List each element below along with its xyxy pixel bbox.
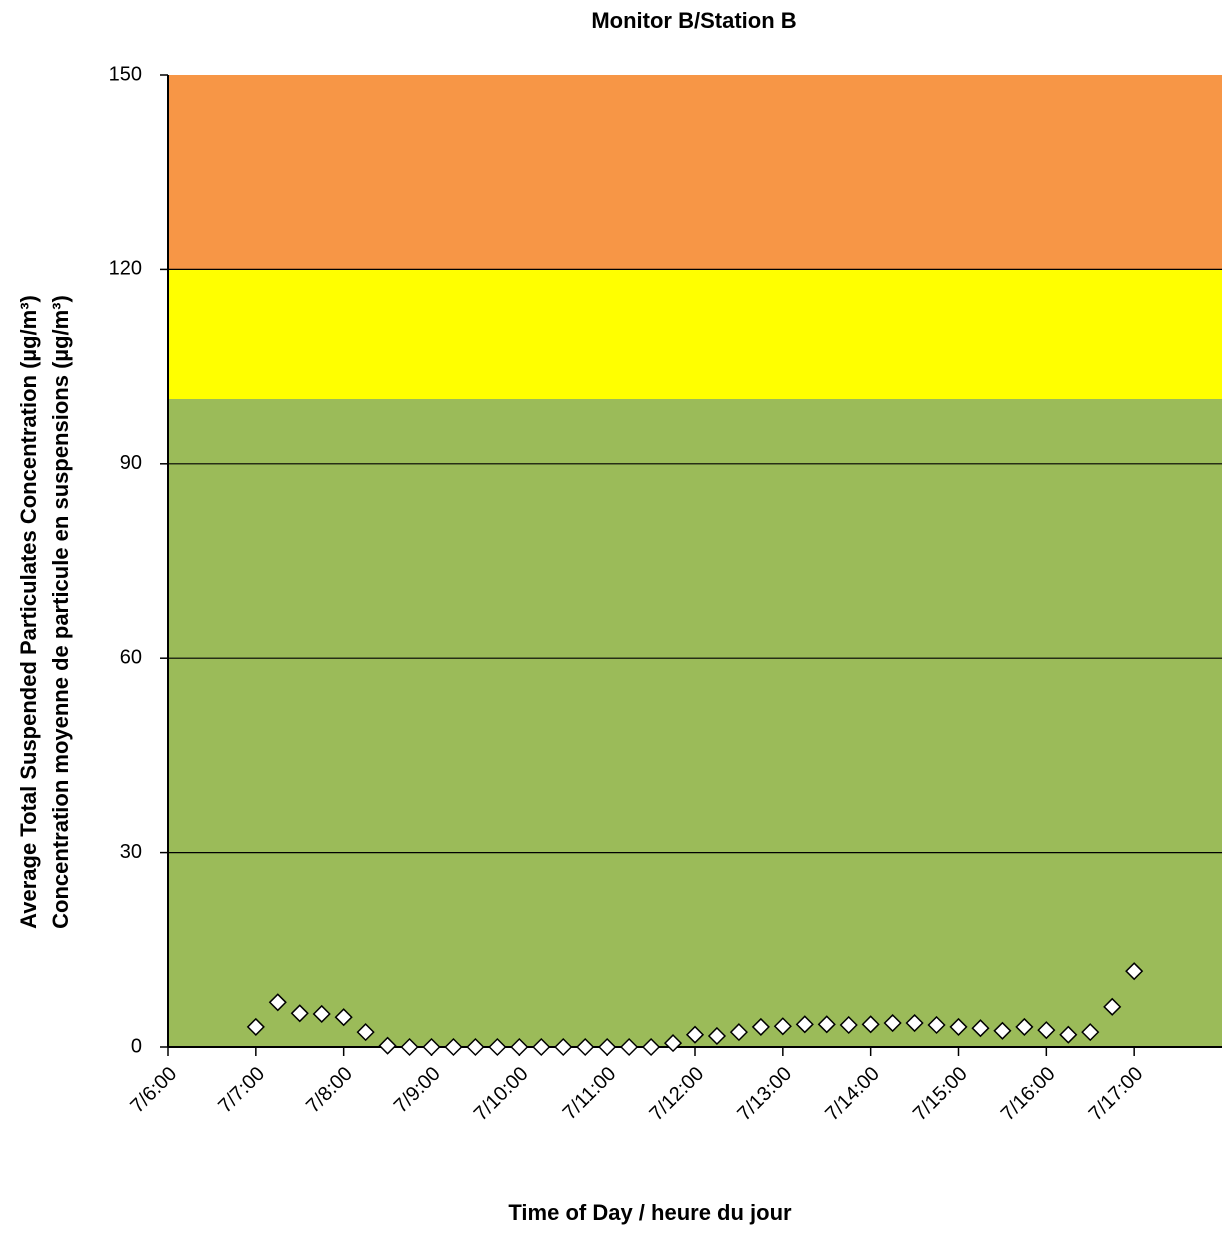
data-point — [1103, 997, 1122, 1016]
data-point — [312, 1004, 331, 1024]
data-point — [246, 1017, 265, 1036]
data-point — [1037, 1021, 1056, 1040]
data-point — [861, 1015, 880, 1034]
data-point — [971, 1019, 990, 1038]
data-point — [729, 1023, 748, 1042]
data-point — [444, 1037, 463, 1057]
data-point — [1059, 1025, 1078, 1044]
data-point — [510, 1037, 529, 1057]
data-point — [532, 1037, 551, 1057]
x-tick-label: 7/7:00 — [214, 1063, 269, 1118]
data-point — [378, 1036, 397, 1055]
y-tick-label: 0 — [131, 1035, 142, 1057]
data-point — [466, 1037, 485, 1057]
x-tick-label: 7/13:00 — [733, 1063, 796, 1126]
data-point — [268, 993, 287, 1012]
data-point — [795, 1015, 814, 1034]
data-point — [773, 1017, 792, 1036]
x-tick-label: 7/9:00 — [390, 1063, 445, 1118]
data-point — [663, 1034, 683, 1053]
x-tick-label: 7/15:00 — [909, 1063, 972, 1126]
data-point — [334, 1008, 353, 1027]
data-point — [685, 1025, 705, 1044]
x-tick-label: 7/8:00 — [302, 1063, 357, 1118]
data-point — [598, 1037, 617, 1057]
data-point — [554, 1037, 573, 1057]
data-point — [576, 1037, 595, 1057]
data-point — [1015, 1017, 1034, 1036]
data-point — [422, 1037, 441, 1057]
data-point — [642, 1037, 661, 1057]
threshold-band — [168, 269, 1222, 399]
y-axis-title: Concentration moyenne de particule en su… — [48, 295, 73, 929]
data-point — [883, 1013, 902, 1033]
data-point — [839, 1015, 858, 1035]
threshold-band — [168, 399, 1222, 1047]
y-tick-label: 90 — [120, 452, 142, 474]
y-tick-label: 30 — [120, 841, 142, 863]
x-tick-label: 7/14:00 — [821, 1063, 884, 1126]
data-point — [993, 1021, 1012, 1040]
x-tick-label: 7/17:00 — [1085, 1063, 1148, 1126]
data-point — [356, 1023, 375, 1042]
data-point — [707, 1026, 727, 1046]
data-point — [620, 1037, 639, 1057]
x-tick-label: 7/16:00 — [997, 1063, 1060, 1126]
data-point — [400, 1037, 419, 1057]
data-point — [290, 1004, 309, 1023]
data-point — [1125, 962, 1144, 981]
y-tick-label: 150 — [109, 63, 142, 85]
y-tick-label: 60 — [120, 646, 142, 668]
x-tick-label: 7/12:00 — [646, 1063, 709, 1126]
x-axis-title: Time of Day / heure du jour — [508, 1200, 792, 1225]
y-axis-title: Average Total Suspended Particulates Con… — [16, 295, 41, 929]
y-tick-label: 120 — [109, 258, 142, 280]
data-point — [927, 1015, 946, 1035]
data-point — [905, 1013, 924, 1033]
x-tick-label: 7/10:00 — [470, 1063, 533, 1126]
threshold-band — [168, 75, 1222, 270]
chart-title: Monitor B/Station B — [591, 8, 796, 33]
data-point — [949, 1017, 968, 1036]
data-point — [817, 1015, 836, 1034]
x-tick-label: 7/11:00 — [559, 1063, 621, 1125]
data-point — [1081, 1023, 1100, 1042]
data-point — [751, 1017, 770, 1036]
x-tick-label: 7/6:00 — [126, 1063, 181, 1118]
data-point — [488, 1037, 507, 1057]
